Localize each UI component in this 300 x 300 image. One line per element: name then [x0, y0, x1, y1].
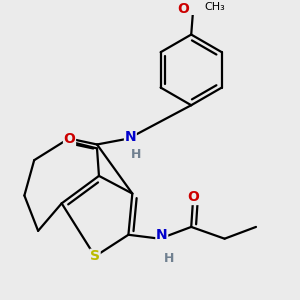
Text: H: H: [131, 148, 141, 161]
Text: N: N: [156, 228, 168, 242]
Text: O: O: [64, 132, 76, 145]
Text: O: O: [177, 2, 189, 16]
Text: CH₃: CH₃: [204, 2, 225, 12]
Text: N: N: [124, 130, 136, 144]
Text: O: O: [187, 190, 199, 205]
Text: H: H: [164, 252, 174, 265]
Text: S: S: [90, 249, 100, 263]
